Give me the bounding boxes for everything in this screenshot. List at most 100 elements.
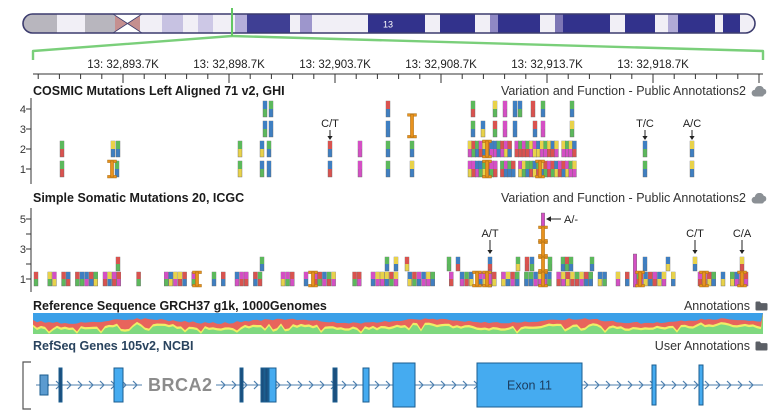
insertion-ibeam-glyph[interactable] [635, 270, 645, 288]
insertion-ibeam-glyph[interactable] [482, 270, 492, 288]
mutation-glyph[interactable] [560, 256, 566, 272]
mutation-glyph[interactable] [529, 256, 535, 272]
mutation-glyph[interactable] [648, 271, 653, 287]
mutation-glyph[interactable] [532, 140, 537, 158]
mutation-glyph[interactable] [471, 160, 476, 178]
mutation-glyph[interactable] [385, 160, 391, 178]
mutation-glyph[interactable] [357, 160, 363, 178]
mutation-glyph[interactable] [79, 271, 85, 287]
mutation-glyph[interactable] [561, 140, 566, 158]
mutation-glyph[interactable] [589, 256, 595, 272]
mutation-glyph[interactable] [471, 140, 476, 158]
mutation-glyph[interactable] [163, 271, 169, 287]
mutation-glyph[interactable] [569, 120, 575, 138]
insertion-ibeam-glyph[interactable] [308, 270, 318, 288]
mutation-glyph[interactable] [572, 140, 577, 158]
mutation-glyph[interactable] [579, 271, 584, 287]
mutation-glyph[interactable] [173, 271, 178, 287]
mutation-glyph[interactable] [426, 271, 431, 287]
mutation-glyph[interactable] [730, 271, 735, 287]
mutation-glyph[interactable] [268, 100, 274, 118]
mutation-glyph[interactable] [259, 256, 265, 272]
mutation-glyph[interactable] [507, 140, 512, 158]
exon[interactable] [698, 364, 704, 406]
mutation-glyph[interactable] [290, 271, 295, 287]
mutation-glyph[interactable] [597, 271, 603, 287]
cosmic-mutations-track-canvas[interactable]: 4 3 2 1 C/T T/C A/C [20, 98, 701, 184]
mutation-glyph[interactable] [61, 271, 66, 287]
exon[interactable] [651, 364, 657, 406]
mutation-glyph[interactable] [528, 271, 534, 287]
folder-icon[interactable] [755, 301, 768, 311]
mutation-glyph[interactable] [564, 256, 570, 272]
refseq-gene-model[interactable]: Exon 11 BRCA2 [22, 361, 763, 410]
exon[interactable] [268, 367, 277, 403]
mutation-glyph[interactable] [285, 271, 290, 287]
mutation-glyph[interactable] [689, 160, 695, 178]
insertion-ibeam-glyph[interactable] [472, 270, 482, 288]
mutation-glyph[interactable] [689, 140, 695, 158]
mutation-glyph[interactable] [743, 271, 749, 287]
insertion-ibeam-glyph[interactable] [538, 255, 548, 273]
chromosome-ideogram[interactable]: 13 [22, 8, 756, 36]
insertion-ibeam-glyph[interactable] [538, 225, 548, 243]
mutation-glyph[interactable] [615, 271, 621, 287]
mutation-glyph[interactable] [111, 271, 117, 287]
exon[interactable] [58, 367, 63, 403]
mutation-glyph[interactable] [470, 120, 476, 138]
mutation-glyph[interactable] [467, 140, 473, 158]
mutation-glyph[interactable] [493, 160, 498, 178]
mutation-glyph[interactable] [584, 271, 589, 287]
mutation-glyph[interactable] [550, 160, 555, 178]
mutation-glyph[interactable] [512, 100, 518, 118]
mutation-glyph[interactable] [412, 271, 417, 287]
mutation-glyph[interactable] [568, 256, 574, 272]
mutation-glyph[interactable] [625, 271, 630, 287]
mutation-glyph[interactable] [510, 271, 515, 287]
cloud-icon[interactable] [751, 85, 768, 97]
mutation-glyph[interactable] [574, 271, 580, 287]
mutation-glyph[interactable] [532, 120, 538, 138]
mutation-glyph[interactable] [110, 140, 116, 158]
mutation-glyph[interactable] [191, 271, 197, 287]
mutation-glyph[interactable] [409, 160, 415, 178]
mutation-glyph[interactable] [303, 271, 309, 287]
mutation-glyph[interactable] [661, 271, 667, 287]
mutation-glyph[interactable] [547, 256, 553, 272]
mutation-glyph[interactable] [568, 140, 573, 158]
insertion-ibeam-glyph[interactable] [482, 159, 492, 179]
mutation-glyph[interactable] [507, 160, 512, 178]
mutation-glyph[interactable] [107, 271, 112, 287]
mutation-glyph[interactable] [517, 100, 523, 118]
mutation-glyph[interactable] [500, 160, 505, 178]
mutation-glyph[interactable] [707, 271, 712, 287]
mutation-glyph[interactable] [470, 100, 476, 118]
mutation-glyph[interactable] [266, 160, 272, 178]
mutation-glyph[interactable] [568, 160, 573, 178]
insertion-ibeam-glyph[interactable] [538, 240, 548, 258]
mutation-glyph[interactable] [570, 271, 575, 287]
mutation-glyph[interactable] [326, 271, 332, 287]
folder-icon[interactable] [755, 341, 768, 351]
mutation-glyph[interactable] [511, 160, 516, 178]
mutation-glyph[interactable] [47, 271, 52, 287]
mutation-glyph[interactable] [512, 120, 518, 138]
mutation-glyph[interactable] [502, 120, 508, 138]
mutation-glyph[interactable] [370, 271, 376, 287]
mutation-glyph[interactable] [266, 140, 272, 158]
mutation-glyph[interactable] [237, 160, 243, 178]
mutation-glyph[interactable] [409, 140, 415, 158]
mutation-glyph[interactable] [711, 271, 716, 287]
mutation-glyph[interactable] [253, 271, 258, 287]
insertion-ibeam-glyph[interactable] [192, 270, 202, 288]
mutation-glyph[interactable] [65, 271, 71, 287]
mutation-glyph[interactable] [540, 120, 546, 138]
mutation-glyph[interactable] [464, 271, 469, 287]
mutation-glyph[interactable] [182, 271, 187, 287]
mutation-glyph[interactable] [136, 271, 141, 287]
mutation-glyph[interactable] [375, 271, 380, 287]
mutation-glyph[interactable] [393, 271, 399, 287]
mutation-glyph[interactable] [543, 160, 548, 178]
mutation-glyph[interactable] [243, 271, 249, 287]
mutation-glyph[interactable] [59, 160, 65, 178]
